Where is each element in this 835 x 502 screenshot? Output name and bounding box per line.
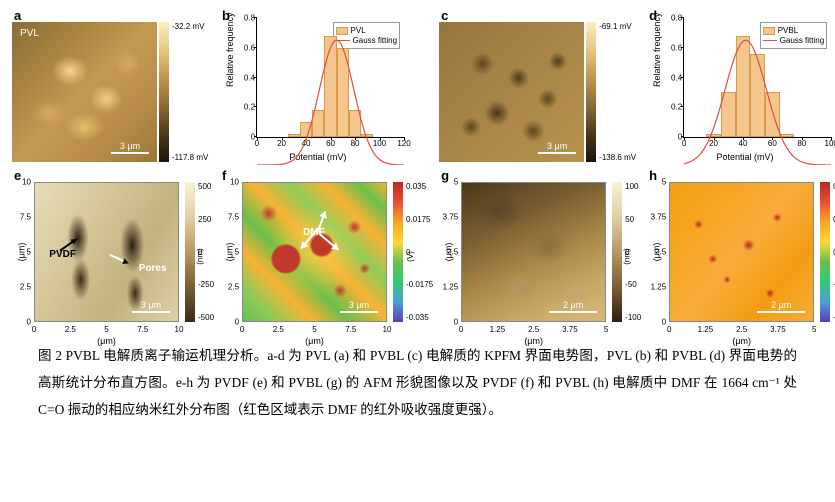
panel-g: g 2 μm (μm) (μm) 01.252.53.75501.252.53.… [439,168,641,322]
panel-e: e PVDF Pores 3 μm (μm) (μm) 02.557.51002… [12,168,214,322]
panel-f: f DMF 3 μm (μm) (μm) 02.557.51002.557.51… [220,168,433,322]
scalebar-c: 3 μm [538,141,576,154]
panel-a: a PVL 3 μm -32.2 mV -117.8 mV [12,8,214,162]
colorbar-g [612,182,622,322]
afm-image-pvbl: 2 μm (μm) (μm) 01.252.53.75501.252.53.75… [461,182,606,322]
kpfm-image-pvl: PVL 3 μm [12,22,157,162]
scalebar-a: 3 μm [111,141,149,154]
ir-map-pvdf: DMF 3 μm (μm) (μm) 02.557.51002.557.510 [242,182,387,322]
panel-h-label: h [649,168,657,183]
scalebar-f: 3 μm [340,300,378,313]
panel-c: c 3 μm -69.1 mV -138.6 mV [439,8,641,162]
panel-d: d Relative frequency Potential (mV) PVBL… [647,8,835,162]
panel-b: b Relative frequency Potential (mV) PVL … [220,8,433,162]
colorbar-e [185,182,195,322]
ir-map-pvbl: 2 μm (μm) (μm) 01.252.53.75501.252.53.75… [669,182,814,322]
scalebar-g: 2 μm [549,300,597,313]
panel-g-label: g [441,168,449,183]
figure-caption: 图 2 PVBL 电解质离子输运机理分析。a-d 为 PVL (a) 和 PVB… [0,326,835,431]
colorbar-c [586,22,596,162]
panel-e-label: e [14,168,21,183]
figure-grid: a PVL 3 μm -32.2 mV -117.8 mV b Relative… [0,0,835,326]
colorbar-a [159,22,169,162]
sample-text-pvl: PVL [20,28,39,39]
panel-f-label: f [222,168,226,183]
panel-c-label: c [441,8,448,23]
panel-h: h 2 μm (μm) (μm) 01.252.53.75501.252.53.… [647,168,835,322]
panel-a-label: a [14,8,21,23]
scalebar-e: 3 μm [132,300,170,313]
panel-d-label: d [649,8,657,23]
panel-b-label: b [222,8,230,23]
kpfm-image-pvbl: 3 μm [439,22,584,162]
afm-image-pvdf: PVDF Pores 3 μm (μm) (μm) 02.557.51002.5… [34,182,179,322]
colorbar-c-labels: -69.1 mV -138.6 mV [599,22,636,162]
colorbar-f [393,182,403,322]
histogram-d: Relative frequency Potential (mV) PVBL G… [647,12,835,162]
scalebar-h: 2 μm [757,300,805,313]
histogram-b: Relative frequency Potential (mV) PVL Ga… [220,12,410,162]
colorbar-a-labels: -32.2 mV -117.8 mV [172,22,208,162]
colorbar-h [820,182,830,322]
